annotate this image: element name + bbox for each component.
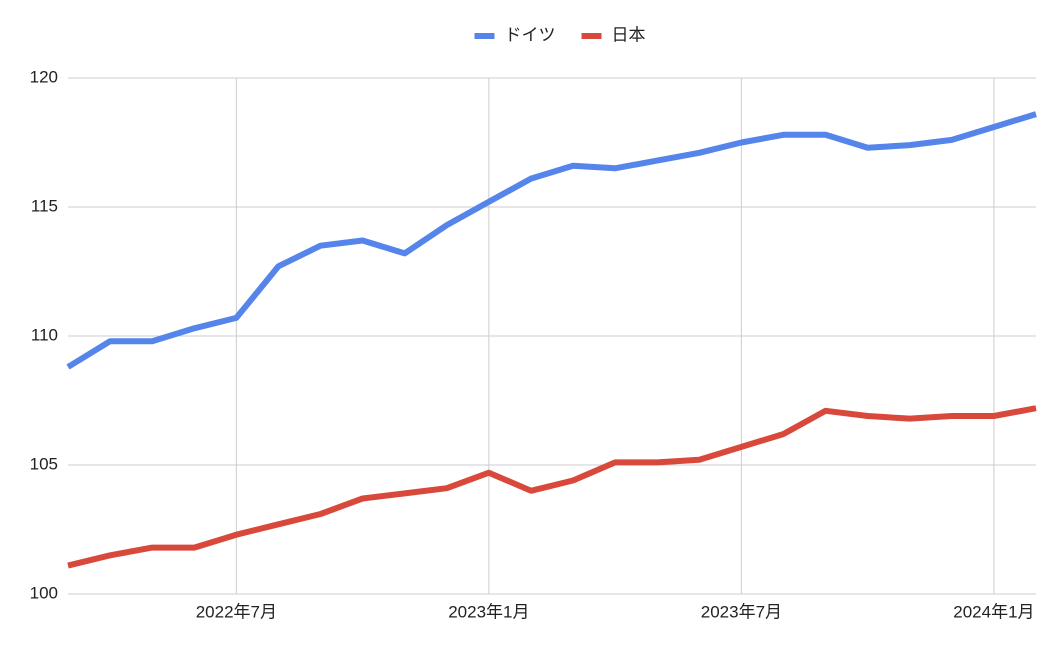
series-line — [67, 405, 1037, 569]
x-tick-label: 2024年1月 — [953, 602, 1034, 621]
legend-label: ドイツ — [505, 25, 556, 44]
series-line — [66, 111, 1037, 370]
y-tick-label: 100 — [30, 583, 58, 602]
x-tick-label: 2023年7月 — [701, 602, 782, 621]
y-tick-label: 105 — [30, 454, 58, 473]
y-tick-label: 115 — [31, 196, 58, 215]
y-tick-label: 120 — [30, 67, 58, 86]
x-tick-label: 2023年1月 — [448, 602, 529, 621]
y-tick-label: 110 — [31, 325, 58, 344]
x-tick-label: 2022年7月 — [196, 602, 277, 621]
legend-label: 日本 — [612, 25, 646, 44]
